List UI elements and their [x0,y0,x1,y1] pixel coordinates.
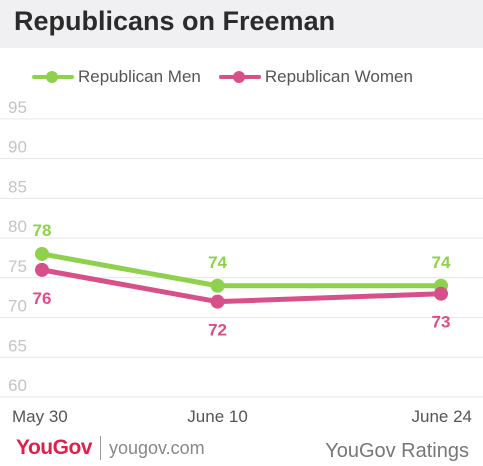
legend-label-women: Republican Women [264,67,413,86]
series-0-point-0 [35,246,49,261]
footer-brand: YouGov yougov.com [16,436,205,460]
series-1-point-2 [434,286,448,301]
y-tick-label-90: 90 [8,138,27,157]
series-0-data-label-2: 74 [432,253,451,272]
brand-divider [99,436,101,460]
source-label: YouGov Ratings [325,440,469,462]
legend-dot-men [46,71,58,83]
series-1-data-label-0: 76 [33,289,52,308]
brand-url: yougov.com [108,437,205,458]
y-tick-label-60: 60 [8,376,27,395]
series-1-data-label-2: 73 [432,313,451,332]
x-tick-label-0: May 30 [12,407,68,426]
x-tick-label-1: June 10 [187,407,248,426]
x-tick-label-2: June 24 [412,407,473,426]
series-1-data-label-1: 72 [208,321,227,340]
title-bar: Republicans on Freeman [0,0,483,48]
y-tick-label-95: 95 [8,100,27,117]
series-0-data-label-0: 78 [33,221,52,240]
y-tick-label-75: 75 [8,257,27,276]
legend-swatch-men [30,66,76,88]
series-1-point-1 [210,294,225,309]
yougov-logo: YouGov [16,436,92,459]
y-tick-label-85: 85 [8,177,27,196]
legend-swatch-women [217,66,263,88]
series-0-data-label-1: 74 [208,253,227,272]
line-chart: 60 65 70 75 80 85 90 95 May 30 June 10 June 24 78 74… [0,100,483,426]
y-tick-label-65: 65 [8,336,27,355]
legend: Republican Men Republican Women [30,66,429,88]
series-1-point-0 [35,262,49,277]
legend-item-men: Republican Men [30,66,201,88]
legend-dot-women [232,71,245,83]
y-tick-label-80: 80 [8,217,27,236]
y-tick-label-70: 70 [8,297,27,316]
legend-label-men: Republican Men [78,67,201,86]
legend-item-women: Republican Women [217,66,413,88]
series-0-point-1 [210,278,225,293]
chart-title: Republicans on Freeman [14,6,336,36]
